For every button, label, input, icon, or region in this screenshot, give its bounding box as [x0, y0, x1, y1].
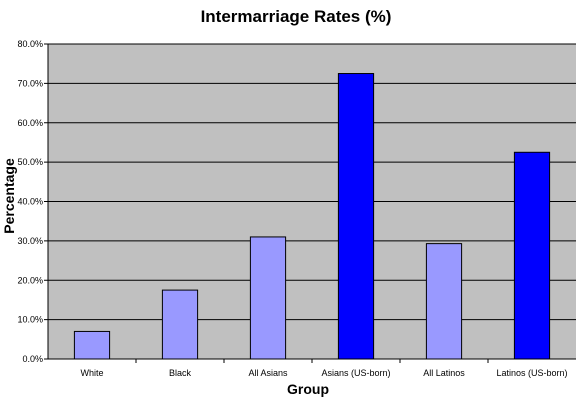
x-axis-title: Group [287, 381, 329, 397]
x-tick-label: Asians (US-born) [321, 368, 390, 378]
y-tick-label: 20.0% [17, 275, 43, 285]
y-tick-label: 70.0% [17, 78, 43, 88]
bar [73, 330, 111, 360]
x-tick-label: All Latinos [423, 368, 465, 378]
chart-title: Intermarriage Rates (%) [201, 7, 392, 26]
bars [73, 73, 551, 360]
bar [161, 289, 199, 360]
y-tick-label: 30.0% [17, 236, 43, 246]
x-axis-ticks: White Black All Asians Asians (US-born) All … [80, 359, 568, 378]
bar [425, 243, 463, 360]
bar [249, 236, 287, 360]
x-tick-label: Latinos (US-born) [496, 368, 567, 378]
y-axis-title: Percentage [1, 158, 17, 234]
y-tick-label: 60.0% [17, 118, 43, 128]
x-tick-label: White [80, 368, 103, 378]
gridlines [48, 43, 576, 321]
y-tick-label: 80.0% [17, 39, 43, 49]
bar [513, 151, 551, 360]
y-tick-label: 40.0% [17, 197, 43, 207]
x-tick-label: Black [169, 368, 192, 378]
y-tick-label: 50.0% [17, 157, 43, 167]
x-tick-label: All Asians [248, 368, 288, 378]
y-tick-label: 0.0% [22, 354, 43, 364]
y-axis-ticks: 0.0% 10.0% 20.0% 30.0% 40.0% 50.0% 60.0% 70.0% 8… [17, 39, 48, 364]
bar [337, 73, 375, 360]
y-tick-label: 10.0% [17, 315, 43, 325]
